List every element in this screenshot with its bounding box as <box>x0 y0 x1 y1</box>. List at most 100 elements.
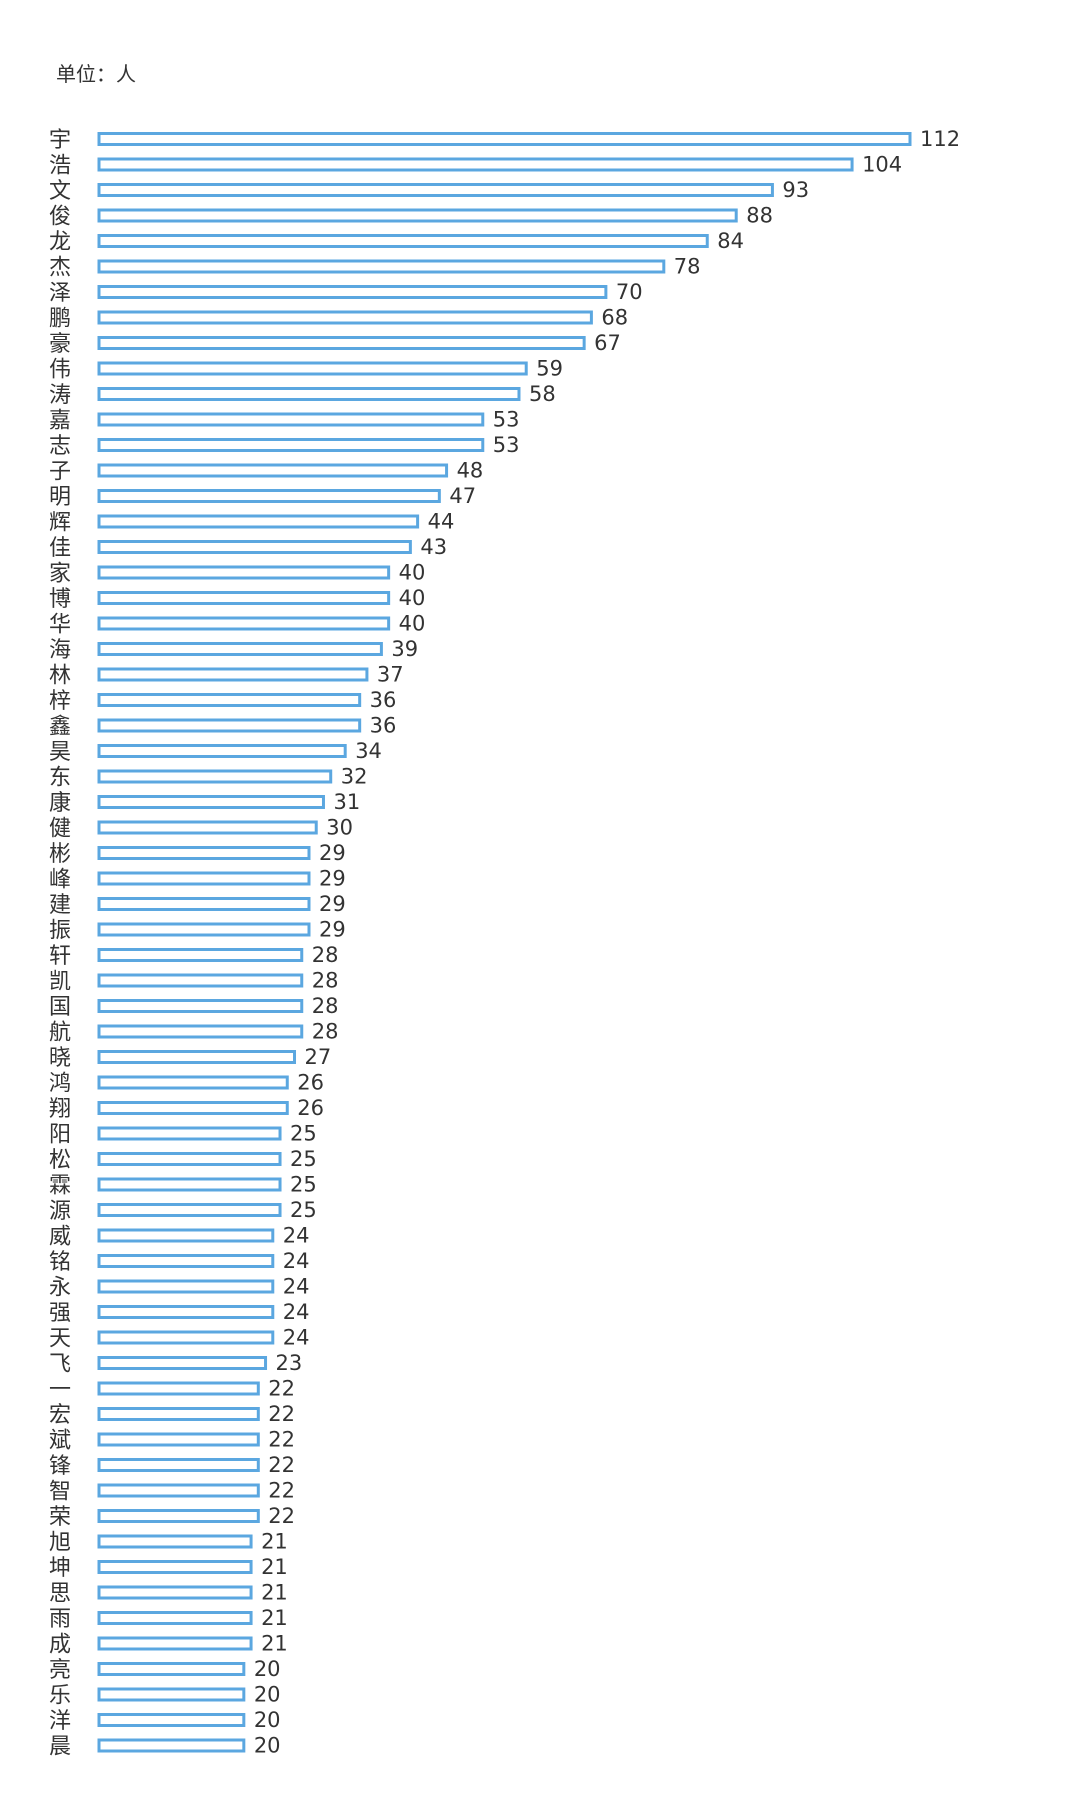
bar <box>97 285 608 299</box>
value-label: 26 <box>297 1096 324 1120</box>
bar <box>97 259 666 274</box>
category-label: 志 <box>49 434 71 459</box>
category-label: 乐 <box>49 1684 71 1709</box>
value-label: 29 <box>319 892 346 916</box>
value-label: 48 <box>457 459 484 483</box>
value-label: 24 <box>283 1224 310 1248</box>
category-label: 浩 <box>49 154 71 179</box>
bar <box>97 616 391 631</box>
category-label: 俊 <box>49 205 71 230</box>
category-label: 子 <box>49 460 71 485</box>
category-label: 建 <box>49 893 71 918</box>
value-label: 78 <box>674 255 701 279</box>
bar <box>97 1177 282 1192</box>
value-label: 93 <box>782 178 809 202</box>
bar <box>97 1279 275 1294</box>
bar <box>97 973 304 988</box>
category-label: 佳 <box>49 536 71 561</box>
bar <box>97 310 593 325</box>
category-label: 阳 <box>49 1123 71 1148</box>
bar <box>97 1381 260 1396</box>
value-label: 20 <box>254 1708 281 1732</box>
bar <box>97 1305 275 1319</box>
value-label: 31 <box>333 790 360 814</box>
category-label: 洋 <box>49 1709 71 1734</box>
bar <box>97 438 485 452</box>
category-label: 伟 <box>49 358 71 383</box>
bar <box>97 1509 260 1523</box>
value-label: 24 <box>283 1249 310 1273</box>
category-label: 锋 <box>49 1454 71 1479</box>
category-label: 文 <box>49 179 71 204</box>
bar <box>97 1738 246 1753</box>
value-label: 40 <box>399 586 426 610</box>
bar <box>97 1432 260 1447</box>
value-label: 36 <box>370 714 397 738</box>
bar <box>97 922 311 937</box>
category-label: 明 <box>49 485 71 510</box>
category-label: 涛 <box>49 383 71 408</box>
bar <box>97 1101 289 1115</box>
category-label: 豪 <box>49 332 71 357</box>
value-label: 22 <box>268 1377 295 1401</box>
bar <box>97 948 304 962</box>
value-label: 40 <box>399 612 426 636</box>
value-label: 21 <box>261 1606 288 1630</box>
bar <box>97 999 304 1013</box>
category-label: 东 <box>49 766 71 791</box>
value-label: 28 <box>312 969 339 993</box>
value-label: 23 <box>276 1351 303 1375</box>
category-label: 轩 <box>49 944 71 969</box>
value-label: 21 <box>261 1530 288 1554</box>
category-label: 坤 <box>49 1556 71 1581</box>
category-label: 斌 <box>49 1429 71 1454</box>
category-label: 霖 <box>49 1174 71 1199</box>
bar <box>97 361 528 376</box>
value-label: 24 <box>283 1275 310 1299</box>
value-label: 53 <box>493 408 520 432</box>
bar <box>97 820 318 835</box>
category-label: 梓 <box>49 689 71 714</box>
category-label: 思 <box>49 1582 71 1607</box>
value-label: 28 <box>312 994 339 1018</box>
value-label: 104 <box>862 153 902 177</box>
value-label: 20 <box>254 1657 281 1681</box>
bar <box>97 208 738 223</box>
value-label: 22 <box>268 1479 295 1503</box>
category-label: 智 <box>49 1480 71 1505</box>
bar <box>97 132 912 146</box>
category-label: 威 <box>49 1225 71 1250</box>
value-label: 47 <box>449 484 476 508</box>
value-label: 20 <box>254 1734 281 1758</box>
value-label: 25 <box>290 1147 317 1171</box>
value-label: 20 <box>254 1683 281 1707</box>
bar <box>97 336 586 350</box>
category-label: 源 <box>49 1199 71 1224</box>
value-label: 68 <box>601 306 628 330</box>
category-label: 振 <box>49 919 71 944</box>
value-label: 36 <box>370 688 397 712</box>
category-label: 铭 <box>49 1250 71 1275</box>
bar <box>97 897 311 911</box>
category-label: 嘉 <box>49 409 71 434</box>
value-label: 22 <box>268 1428 295 1452</box>
value-label: 34 <box>355 739 382 763</box>
category-label: 一 <box>49 1378 71 1403</box>
bar <box>97 795 325 809</box>
category-label: 晨 <box>49 1735 71 1760</box>
value-label: 84 <box>717 229 744 253</box>
unit-label: 单位：人 <box>56 62 136 86</box>
bar <box>97 846 311 860</box>
category-label: 博 <box>49 587 71 612</box>
category-label: 航 <box>49 1021 71 1046</box>
value-label: 40 <box>399 561 426 585</box>
bar <box>97 1407 260 1421</box>
bar <box>97 1560 253 1574</box>
value-label: 30 <box>326 816 353 840</box>
value-label: 112 <box>920 127 960 151</box>
bar <box>97 1662 246 1676</box>
bar <box>97 1636 253 1651</box>
bar <box>97 718 362 733</box>
